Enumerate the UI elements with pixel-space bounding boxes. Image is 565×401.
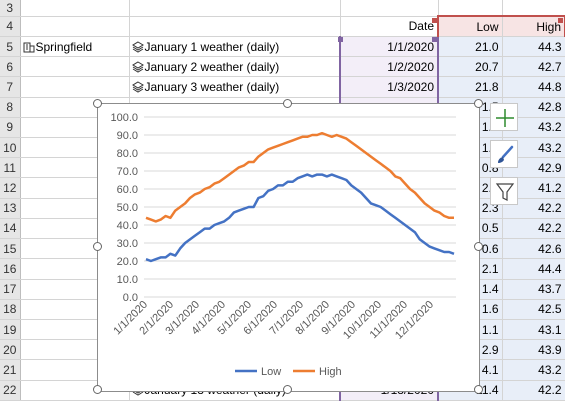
low-header-cell[interactable]: Low <box>437 15 503 37</box>
high-cell[interactable]: 43.1 <box>502 319 565 341</box>
high-cell[interactable]: 43.9 <box>502 339 565 361</box>
row-header[interactable]: 22 <box>0 380 21 401</box>
row-header[interactable]: 9 <box>0 117 21 138</box>
high-range-handle[interactable] <box>558 18 563 23</box>
chart-canvas: 100.0 90.0 80.0 70.0 60.0 50.0 40.0 30.0 20.0 10.… <box>110 112 456 378</box>
high-cell[interactable]: 42.2 <box>502 380 565 401</box>
weather-label: January 2 weather (daily) <box>144 59 280 74</box>
weather-label: January 1 weather (daily) <box>144 39 280 54</box>
y-tick-label: 70.0 <box>117 166 138 178</box>
funnel-icon <box>495 183 515 201</box>
high-cell[interactable]: 43.2 <box>502 359 565 381</box>
weather-label: January 3 weather (daily) <box>144 79 280 94</box>
chart-resize-handle-ml[interactable] <box>93 242 102 251</box>
cell[interactable] <box>129 0 341 17</box>
location-cell[interactable]: Springfield <box>20 36 130 58</box>
legend-label: High <box>319 366 342 378</box>
row-header[interactable]: 4 <box>0 16 21 37</box>
high-cell[interactable]: 44.3 <box>502 36 565 58</box>
row-header[interactable]: 11 <box>0 157 21 179</box>
date-cell[interactable]: 1/3/2020 <box>339 76 439 98</box>
row-header[interactable]: 18 <box>0 299 21 320</box>
row-header[interactable]: 6 <box>0 56 21 78</box>
row-header[interactable]: 20 <box>0 339 21 361</box>
chart-resize-handle-tr[interactable] <box>474 99 483 108</box>
y-tick-label: 30.0 <box>117 238 138 250</box>
legend-label: Low <box>261 366 281 378</box>
weather-label-cell[interactable]: January 2 weather (daily) <box>129 56 341 78</box>
line-chart[interactable]: 100.0 90.0 80.0 70.0 60.0 50.0 40.0 30.0 20.0 10.… <box>97 103 480 392</box>
location-cell[interactable] <box>20 56 130 78</box>
row-header[interactable]: 16 <box>0 258 21 280</box>
low-cell[interactable]: 21.0 <box>438 36 503 58</box>
high-cell[interactable]: 43.7 <box>502 279 565 300</box>
y-tick-label: 10.0 <box>117 274 138 286</box>
high-cell[interactable]: 42.7 <box>502 56 565 78</box>
location-label: Springfield <box>35 39 93 54</box>
y-tick-label: 50.0 <box>117 202 138 214</box>
y-tick-label: 100.0 <box>110 112 138 124</box>
high-cell[interactable]: 42.5 <box>502 299 565 320</box>
weather-label-cell[interactable]: January 3 weather (daily) <box>129 76 341 98</box>
row-header[interactable]: 8 <box>0 97 21 118</box>
weather-datatype-icon <box>131 61 144 73</box>
row-header[interactable]: 15 <box>0 238 21 260</box>
date-header-cell[interactable]: Date <box>340 16 439 37</box>
chart-resize-handle-br[interactable] <box>474 385 483 394</box>
cell[interactable] <box>502 0 565 17</box>
date-range-handle[interactable] <box>338 37 343 42</box>
paintbrush-icon <box>498 145 514 163</box>
cell[interactable] <box>340 0 439 17</box>
y-tick-label: 0.0 <box>123 292 138 304</box>
row-header[interactable]: 3 <box>0 0 21 17</box>
cell[interactable] <box>20 16 130 37</box>
cell[interactable] <box>438 0 503 17</box>
weather-label-cell[interactable]: January 1 weather (daily) <box>129 36 341 58</box>
chart-resize-handle-mr[interactable] <box>474 242 483 251</box>
chart-elements-button[interactable] <box>490 103 518 131</box>
high-cell[interactable]: 44.4 <box>502 258 565 280</box>
row-header[interactable]: 19 <box>0 319 21 341</box>
date-cell[interactable]: 1/1/2020 <box>339 36 439 58</box>
cell[interactable] <box>129 16 341 37</box>
chart-filters-button[interactable] <box>490 177 518 205</box>
row-header[interactable]: 13 <box>0 198 21 219</box>
row-header[interactable]: 12 <box>0 177 21 199</box>
series-line-low <box>145 173 455 263</box>
high-cell[interactable]: 42.6 <box>502 238 565 260</box>
row-header[interactable]: 17 <box>0 279 21 300</box>
weather-datatype-icon <box>131 81 144 93</box>
high-cell[interactable]: 44.8 <box>502 76 565 98</box>
chart-resize-handle-tm[interactable] <box>283 99 292 108</box>
row-header[interactable]: 21 <box>0 359 21 381</box>
row-header[interactable]: 7 <box>0 76 21 98</box>
location-cell[interactable] <box>20 76 130 98</box>
y-tick-label: 20.0 <box>117 256 138 268</box>
low-cell[interactable]: 20.7 <box>438 56 503 78</box>
y-tick-label: 40.0 <box>117 220 138 232</box>
low-cell[interactable]: 21.8 <box>438 76 503 98</box>
row-header[interactable]: 14 <box>0 218 21 240</box>
date-range-handle-2[interactable] <box>432 37 437 42</box>
low-range-handle[interactable] <box>432 18 437 23</box>
chart-resize-handle-bl[interactable] <box>93 385 102 394</box>
high-cell[interactable]: 42.2 <box>502 218 565 240</box>
series-line-high <box>145 131 454 223</box>
y-tick-label: 60.0 <box>117 184 138 196</box>
y-tick-label: 90.0 <box>117 130 138 142</box>
high-header-cell[interactable]: High <box>502 15 565 37</box>
date-cell[interactable]: 1/2/2020 <box>339 56 439 78</box>
weather-datatype-icon <box>131 40 144 53</box>
plus-icon <box>496 109 514 127</box>
y-tick-label: 80.0 <box>117 148 138 160</box>
chart-resize-handle-bm[interactable] <box>283 385 292 394</box>
row-header[interactable]: 10 <box>0 137 21 159</box>
row-header[interactable]: 5 <box>0 36 21 58</box>
chart-resize-handle-tl[interactable] <box>93 99 102 108</box>
building-icon <box>23 42 34 52</box>
chart-styles-button[interactable] <box>490 140 518 168</box>
cell[interactable] <box>20 0 130 17</box>
